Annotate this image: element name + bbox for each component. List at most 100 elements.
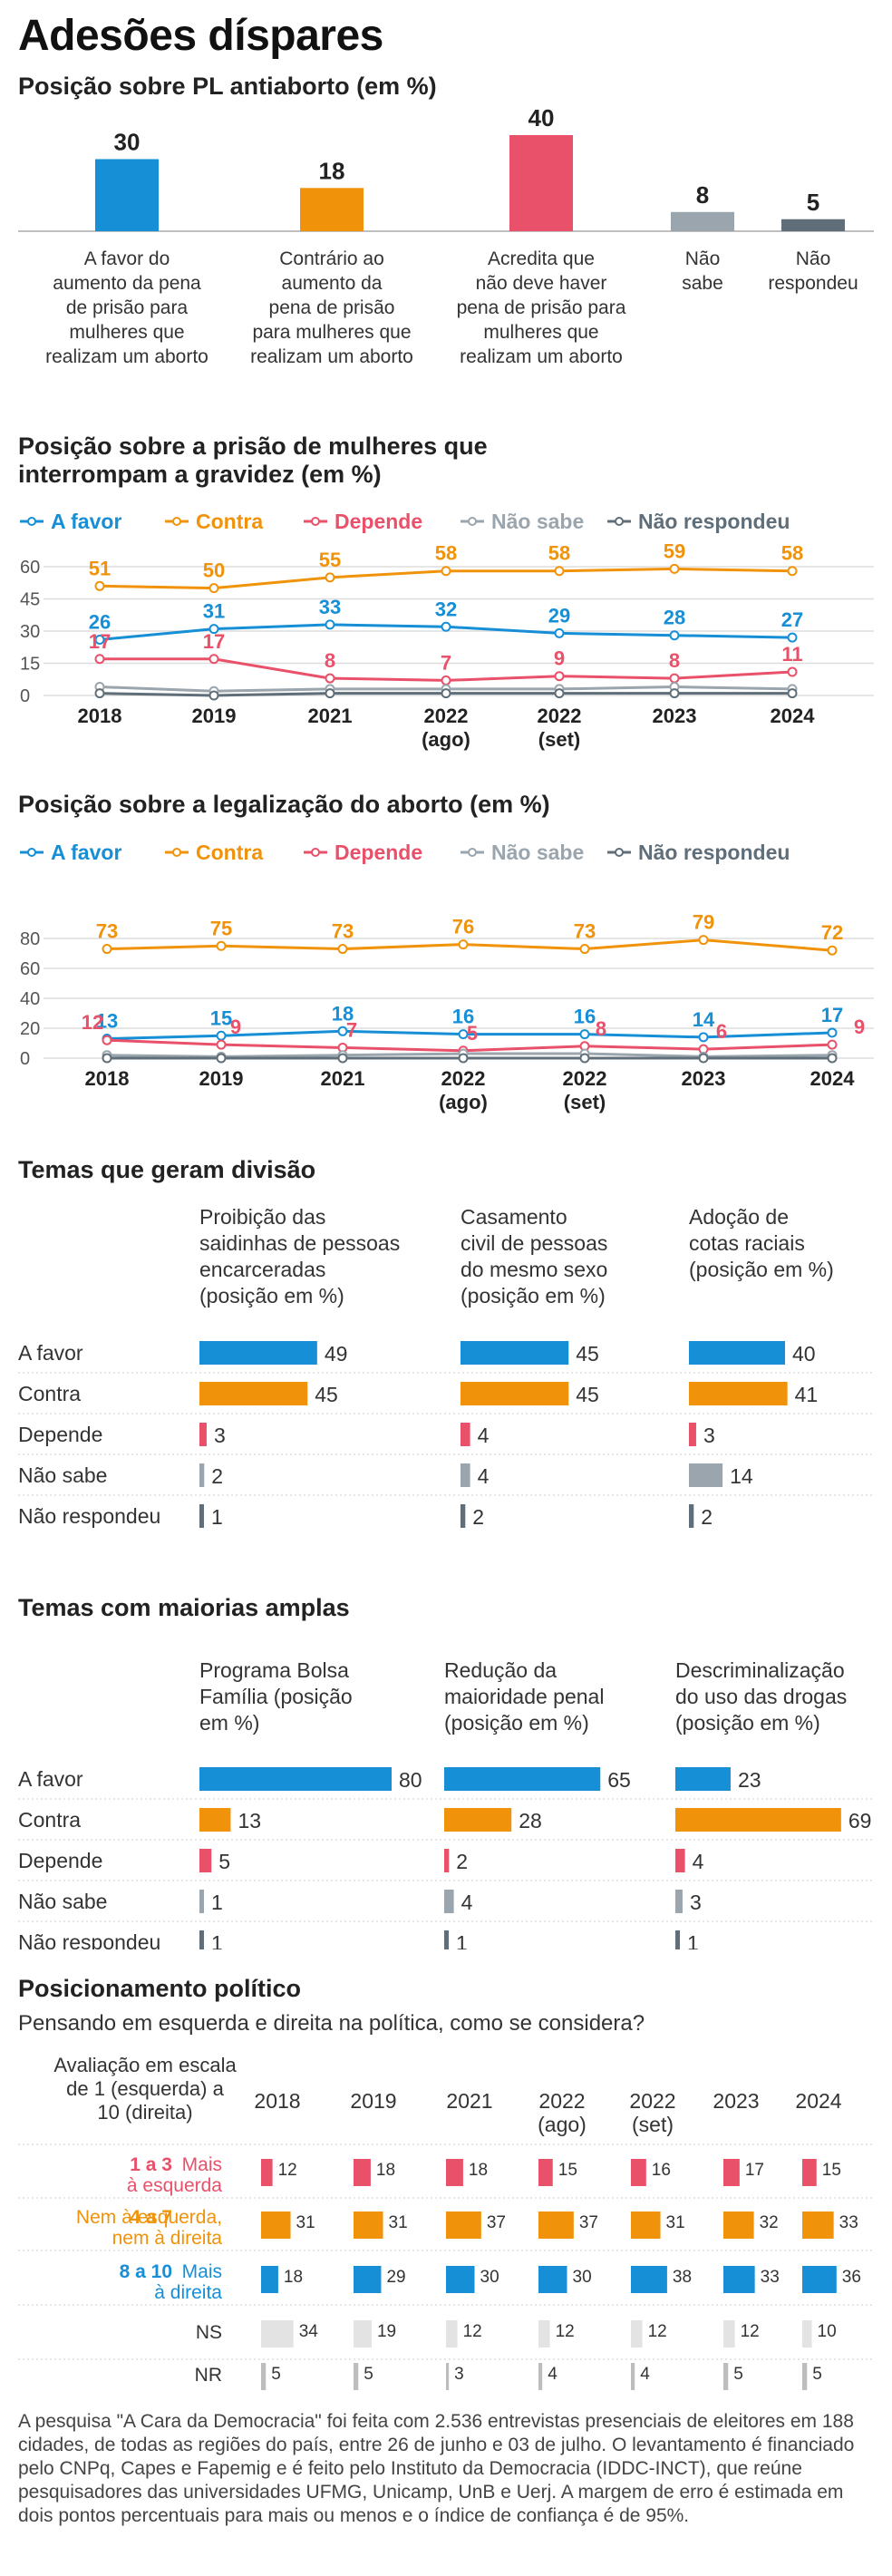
legend-label: Não respondeu [638, 841, 790, 864]
bar-label: pena de prisão para [457, 297, 626, 318]
range-desc: nem à direita [112, 2228, 223, 2249]
x-tick-label: 2021 [308, 705, 353, 727]
row-label: Não sabe [18, 1463, 107, 1487]
group-label: (posição em %) [444, 1711, 589, 1735]
bar-value: 1 [211, 1931, 223, 1949]
data-label: 9 [230, 1016, 241, 1038]
legend-label: A favor [51, 841, 121, 864]
range-desc: Mais [182, 2154, 222, 2175]
bar-value: 1 [211, 1505, 223, 1529]
data-label: 58 [435, 542, 457, 565]
data-label: 50 [203, 559, 225, 582]
data-point [827, 1039, 838, 1050]
bar [461, 1463, 470, 1487]
temas-maiorias-title: Temas com maiorias amplas [18, 1594, 350, 1621]
data-point [102, 944, 112, 955]
data-point [102, 1053, 112, 1064]
cell-bar [631, 2363, 635, 2390]
bar-label: mulheres que [483, 322, 598, 343]
year-header: (set) [632, 2113, 674, 2136]
bar-label: sabe [682, 273, 723, 294]
data-point [325, 619, 335, 630]
series-line [106, 938, 833, 952]
data-point [579, 944, 590, 955]
bar-value: 30 [114, 129, 141, 156]
bar-label: não deve haver [476, 273, 607, 294]
year-header: 2019 [350, 2089, 396, 2113]
range-label: 4 a 7 [130, 2207, 172, 2228]
cell-bar [631, 2320, 643, 2348]
x-tick-label: 2019 [199, 1067, 244, 1090]
data-point [787, 632, 798, 643]
cell-value: 30 [573, 2268, 592, 2287]
data-point [554, 671, 565, 682]
bar-value: 28 [519, 1809, 542, 1832]
data-point [94, 654, 105, 665]
bar-value: 4 [693, 1850, 704, 1873]
posicionamento-title: Posicionamento político [18, 1975, 302, 2002]
data-label: 75 [210, 917, 232, 939]
data-label: 72 [821, 921, 843, 944]
cell-bar [802, 2266, 837, 2293]
cell-bar [354, 2363, 359, 2390]
y-tick-label: 80 [20, 929, 40, 949]
group-label: do uso das drogas [675, 1685, 847, 1708]
cell-value: 37 [487, 2213, 506, 2232]
bar-label: A favor do [84, 248, 170, 269]
group-label: do mesmo sexo [461, 1258, 607, 1281]
bar-label: Acredita que [488, 248, 595, 269]
data-point [579, 1053, 590, 1064]
bar [199, 1930, 204, 1949]
data-label: 58 [781, 542, 803, 565]
temas-divisao-title: Temas que geram divisão [18, 1156, 316, 1183]
bar-value: 14 [730, 1464, 753, 1488]
data-label: 73 [96, 920, 118, 943]
cell-bar [538, 2159, 553, 2186]
bar-label: para mulheres que [252, 322, 411, 343]
data-point [216, 940, 227, 951]
table-row-header: de 1 (esquerda) a [66, 2077, 224, 2100]
data-label: 13 [96, 1010, 118, 1033]
data-label: 8 [669, 649, 680, 672]
cell-value: 31 [389, 2213, 408, 2232]
bar-label: mulheres que [69, 322, 184, 343]
bar [675, 1767, 731, 1791]
data-label: 8 [596, 1017, 606, 1040]
bar-value: 18 [319, 157, 345, 184]
bar-value: 4 [478, 1424, 490, 1447]
group-label: (posição em %) [199, 1284, 344, 1307]
group-label: saidinhas de pessoas [199, 1231, 400, 1255]
legend-label: Não respondeu [638, 510, 790, 533]
x-tick-label: (ago) [422, 728, 470, 751]
bar [444, 1890, 454, 1913]
data-point [579, 1029, 590, 1040]
cell-value: 4 [640, 2365, 650, 2384]
data-point [441, 675, 451, 685]
data-label: 73 [332, 920, 354, 943]
data-point [669, 563, 680, 574]
cell-value: 18 [376, 2161, 395, 2180]
range-label: 1 a 3 [130, 2154, 172, 2175]
x-tick-label: 2024 [810, 1067, 856, 1090]
bar-label: pena de prisão [269, 297, 395, 318]
bar [300, 188, 364, 231]
cell-bar [354, 2211, 383, 2239]
data-label: 6 [716, 1020, 727, 1043]
data-point [669, 688, 680, 699]
data-label: 31 [203, 600, 225, 623]
data-point [208, 624, 219, 635]
bar-label: realizam um aborto [250, 346, 413, 367]
legend-label: Depende [334, 841, 422, 864]
cell-value: 12 [556, 2322, 575, 2341]
row-label: Contra [18, 1808, 81, 1832]
data-point [94, 580, 105, 591]
data-point [337, 1026, 348, 1036]
bar-value: 3 [214, 1424, 226, 1447]
prisao-mulheres-title: Posição sobre a prisão de mulheres que i… [18, 433, 488, 488]
legend-label: Contra [196, 841, 263, 864]
group-label: Casamento [461, 1205, 567, 1229]
group-label: Proibição das [199, 1205, 325, 1229]
bar [444, 1849, 450, 1872]
cell-bar [723, 2211, 754, 2239]
